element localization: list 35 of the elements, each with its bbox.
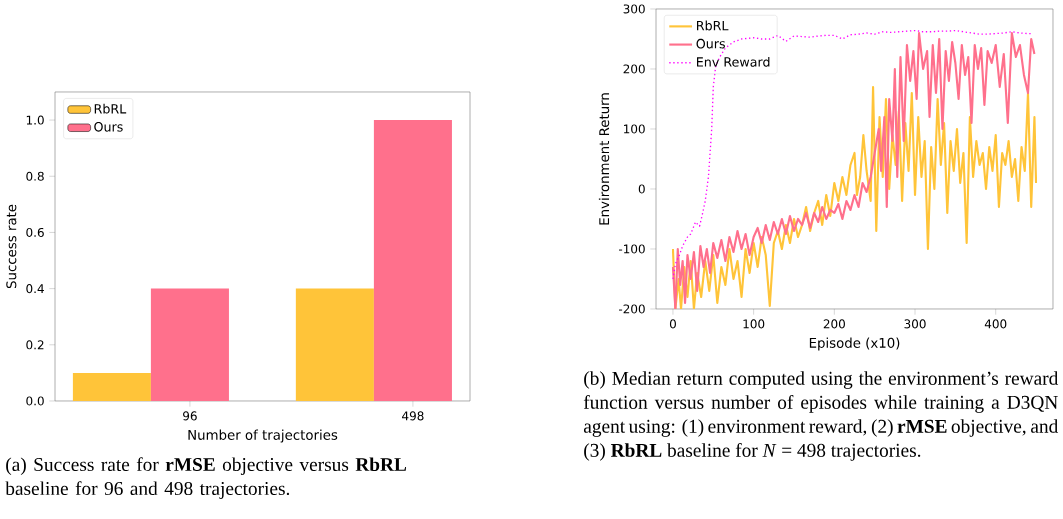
legend-label: RbRL: [697, 20, 729, 31]
x-tick-label: 96: [183, 411, 197, 421]
y-tick-label: 0: [638, 184, 645, 194]
bar: [373, 120, 452, 401]
y-tick-label: -100: [618, 244, 645, 254]
y-tick-label: 100: [624, 124, 645, 134]
y-tick-label: 0.4: [26, 284, 44, 294]
y-axis-title: Environment Return: [598, 93, 610, 225]
y-tick-label: 0.2: [26, 340, 44, 350]
y-tick-label: 0.8: [26, 171, 44, 181]
bar: [295, 288, 374, 401]
x-tick-label: 400: [984, 319, 1007, 329]
x-tick-label: 100: [743, 319, 765, 329]
y-tick-label: 200: [623, 64, 645, 74]
x-axis-title: Episode (x10): [809, 337, 900, 351]
y-tick-label: -200: [618, 304, 645, 314]
x-tick-label: 200: [823, 319, 845, 329]
legend-label: Ours: [94, 122, 123, 132]
legend-label: Env Reward: [697, 56, 770, 67]
line-series: [671, 85, 1038, 309]
bar: [72, 372, 151, 401]
bar: [150, 288, 229, 401]
y-tick-label: 1.0: [26, 115, 44, 125]
legend-label: RbRL: [94, 103, 127, 114]
y-tick-label: 0.0: [26, 396, 44, 406]
y-axis-title: Success rate: [6, 204, 17, 289]
text: (a) Success rate for rMSE objective versus RbRL baseline for 96 and 498 trajectories.: [5, 457, 407, 499]
x-axis-title: Number of trajectories: [188, 429, 338, 443]
x-tick-label: 0: [669, 319, 676, 329]
text: (b) Median return computed using the environment’s reward function versus number of episodes while training a D3QN agent using: (1) environment reward, (2) rMSE objective, and (3) RbRL baseline for N = 498 trajectories.: [583, 371, 1059, 461]
x-tick-label: 300: [904, 319, 926, 329]
x-tick-label: 498: [402, 411, 424, 421]
y-tick-label: 300: [623, 4, 645, 14]
y-tick-label: 0.6: [26, 227, 44, 237]
legend-label: Ours: [696, 38, 725, 49]
